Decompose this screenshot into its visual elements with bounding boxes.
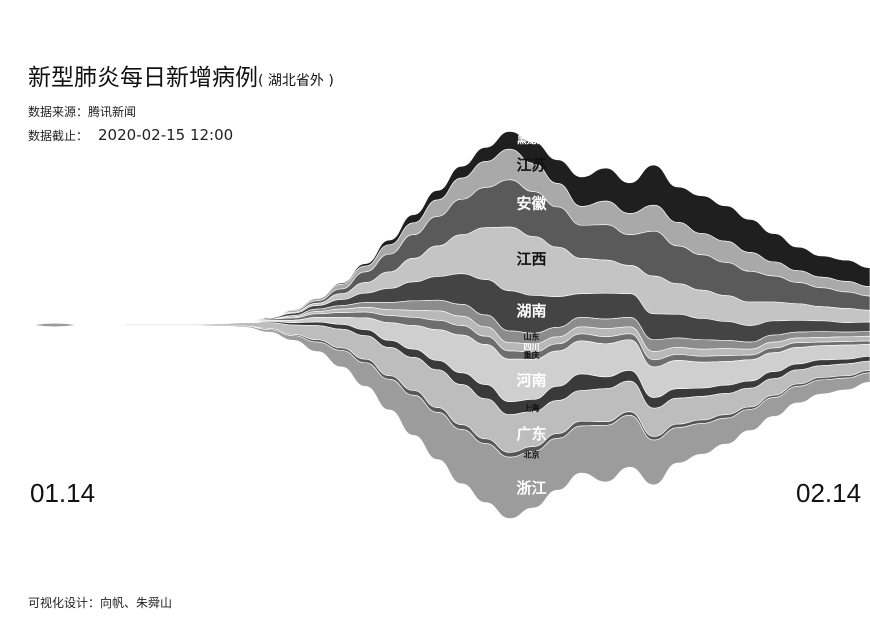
series-label-13: 浙江	[517, 479, 547, 497]
chart-subtitle: ( 湖北省外 )	[258, 73, 334, 89]
x-start-label: 01.14	[30, 478, 96, 508]
series-label-6: 山东	[524, 332, 540, 342]
data-source-value: 腾讯新闻	[88, 105, 137, 119]
stream-layer-13	[124, 325, 870, 519]
credit: 可视化设计：向帆、朱舜山	[28, 596, 173, 610]
data-cutoff: 数据截止： 2020-02-15 12:00	[28, 126, 233, 144]
x-end-label: 02.14	[796, 478, 862, 508]
series-label-1: 黑龙江	[517, 134, 546, 147]
series-label-3: 安徽	[517, 195, 548, 213]
series-label-2: 江苏	[517, 156, 547, 174]
data-cutoff-label: 数据截止：	[28, 129, 89, 143]
data-source-label: 数据来源：	[28, 105, 89, 119]
series-label-9: 河南	[517, 372, 547, 390]
series-label-7: 四川	[524, 343, 540, 352]
series-label-8: 重庆	[524, 350, 540, 360]
stream-lead-in	[35, 323, 75, 327]
series-label-4: 江西	[517, 250, 547, 268]
data-source: 数据来源：腾讯新闻	[28, 103, 136, 120]
chart-title: 新型肺炎每日新增病例( 湖北省外 )	[28, 58, 334, 92]
series-label-11: 广东	[517, 425, 547, 443]
series-label-12: 北京	[524, 450, 540, 460]
chart-title-text: 新型肺炎每日新增病例	[28, 65, 258, 91]
series-label-10: 上海	[524, 403, 540, 413]
data-cutoff-value: 2020-02-15 12:00	[98, 126, 234, 144]
series-label-5: 湖南	[517, 302, 547, 320]
